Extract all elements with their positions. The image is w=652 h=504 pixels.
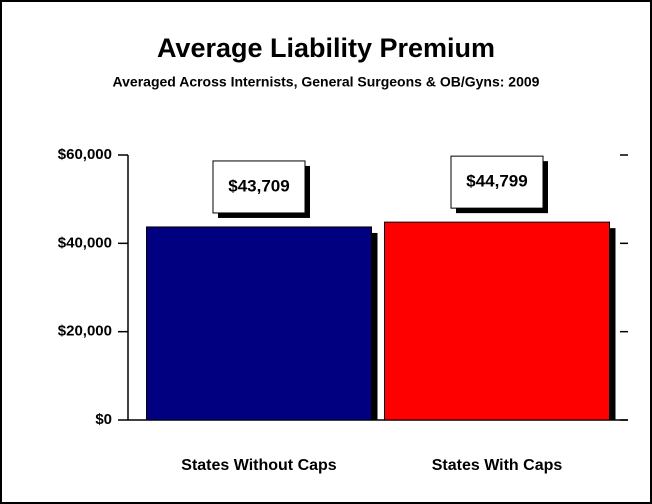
value-label: $43,709 [228, 176, 289, 195]
y-tick-label: $60,000 [58, 146, 112, 163]
value-label: $44,799 [466, 172, 527, 191]
y-tick-label: $40,000 [58, 234, 112, 251]
bar [146, 226, 372, 421]
chart-subtitle: Averaged Across Internists, General Surg… [113, 74, 540, 90]
y-tick-label: $0 [95, 411, 112, 428]
y-tick-label: $20,000 [58, 323, 112, 340]
x-tick-label: States Without Caps [181, 457, 337, 474]
x-tick-label: States With Caps [432, 457, 563, 474]
chart-title: Average Liability Premium [157, 33, 495, 63]
bar [384, 221, 610, 421]
value-label-box [450, 155, 544, 209]
value-label-box [212, 160, 306, 214]
